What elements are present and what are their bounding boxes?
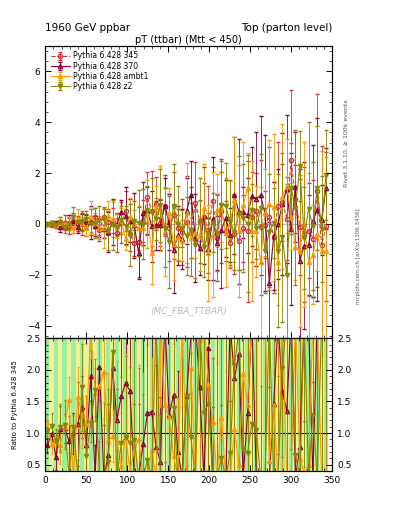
- Bar: [306, 338, 311, 471]
- Bar: [245, 338, 250, 471]
- Bar: [45, 338, 50, 471]
- Legend: Pythia 6.428 345, Pythia 6.428 370, Pythia 6.428 ambt1, Pythia 6.428 z2: Pythia 6.428 345, Pythia 6.428 370, Pyth…: [49, 50, 150, 92]
- Bar: [215, 338, 219, 471]
- Bar: [145, 338, 150, 471]
- Bar: [311, 338, 315, 471]
- Bar: [71, 338, 75, 471]
- Bar: [272, 338, 276, 471]
- Bar: [158, 338, 163, 471]
- Bar: [62, 338, 67, 471]
- Bar: [184, 338, 189, 471]
- Bar: [50, 338, 54, 471]
- Bar: [88, 338, 93, 471]
- Bar: [106, 338, 110, 471]
- Bar: [193, 338, 197, 471]
- Bar: [320, 338, 324, 471]
- Bar: [141, 338, 145, 471]
- Bar: [180, 338, 184, 471]
- Bar: [58, 338, 62, 471]
- Bar: [293, 338, 298, 471]
- Bar: [110, 338, 115, 471]
- Bar: [276, 338, 280, 471]
- Bar: [171, 338, 176, 471]
- Bar: [254, 338, 259, 471]
- Bar: [67, 338, 71, 471]
- Bar: [232, 338, 237, 471]
- Bar: [97, 338, 102, 471]
- Bar: [224, 338, 228, 471]
- Text: Rivet 3.1.10, ≥ 100k events: Rivet 3.1.10, ≥ 100k events: [344, 99, 349, 187]
- Bar: [259, 338, 263, 471]
- Bar: [176, 338, 180, 471]
- Bar: [250, 338, 254, 471]
- Bar: [128, 338, 132, 471]
- Bar: [189, 338, 193, 471]
- Text: (MC_FBA_TTBAR): (MC_FBA_TTBAR): [150, 306, 227, 315]
- Bar: [119, 338, 123, 471]
- Bar: [154, 338, 158, 471]
- Bar: [54, 338, 58, 471]
- Bar: [211, 338, 215, 471]
- Text: 1960 GeV ppbar: 1960 GeV ppbar: [45, 23, 130, 33]
- Title: pT (ttbar) (Mtt < 450): pT (ttbar) (Mtt < 450): [135, 35, 242, 45]
- Bar: [285, 338, 289, 471]
- Bar: [123, 338, 128, 471]
- Bar: [102, 338, 106, 471]
- Bar: [84, 338, 88, 471]
- Bar: [93, 338, 97, 471]
- Bar: [136, 338, 141, 471]
- Bar: [315, 338, 320, 471]
- Bar: [263, 338, 267, 471]
- Bar: [206, 338, 211, 471]
- Bar: [80, 338, 84, 471]
- Bar: [241, 338, 245, 471]
- Bar: [150, 338, 154, 471]
- Bar: [167, 338, 171, 471]
- Bar: [219, 338, 224, 471]
- Y-axis label: Ratio to Pythia 6.428 345: Ratio to Pythia 6.428 345: [12, 360, 18, 449]
- Bar: [267, 338, 272, 471]
- Bar: [289, 338, 293, 471]
- Bar: [228, 338, 232, 471]
- Bar: [324, 338, 328, 471]
- Text: Top (parton level): Top (parton level): [241, 23, 332, 33]
- Bar: [132, 338, 136, 471]
- Bar: [163, 338, 167, 471]
- Bar: [115, 338, 119, 471]
- Bar: [302, 338, 306, 471]
- Bar: [280, 338, 285, 471]
- Bar: [202, 338, 206, 471]
- Bar: [237, 338, 241, 471]
- Bar: [298, 338, 302, 471]
- Bar: [75, 338, 80, 471]
- Text: mcplots.cern.ch [arXiv:1306.3436]: mcplots.cern.ch [arXiv:1306.3436]: [356, 208, 361, 304]
- Bar: [197, 338, 202, 471]
